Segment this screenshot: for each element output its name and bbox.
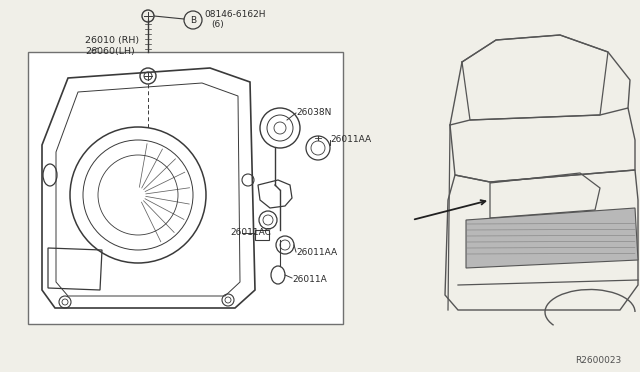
Text: 26010 (RH): 26010 (RH) [85, 36, 139, 45]
Text: 26011AA: 26011AA [330, 135, 371, 144]
Bar [255, 230, 269, 240]
Text: B: B [190, 16, 196, 25]
Text: 26011A: 26011A [292, 275, 327, 284]
Bar [28, 52, 343, 324]
Text: 26038N: 26038N [296, 108, 332, 117]
Text: 26060(LH): 26060(LH) [85, 47, 135, 56]
Polygon shape [466, 208, 638, 268]
Text: 26011AA: 26011AA [296, 248, 337, 257]
Text: (6): (6) [211, 19, 224, 29]
Text: R2600023: R2600023 [575, 356, 621, 365]
Text: 26011AC: 26011AC [230, 228, 271, 237]
Text: 08146-6162H: 08146-6162H [204, 10, 266, 19]
